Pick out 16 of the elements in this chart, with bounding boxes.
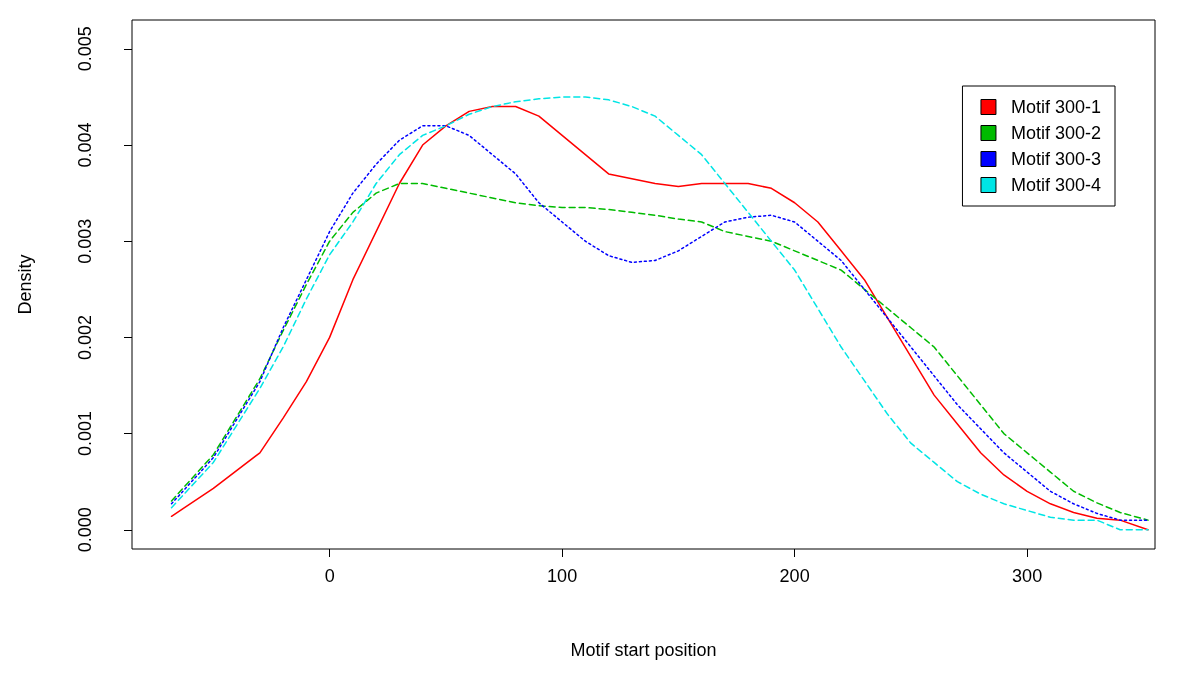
y-tick-label: 0.005 [75, 26, 95, 72]
y-tick-label: 0.004 [75, 122, 95, 168]
x-tick-label: 300 [1012, 566, 1043, 586]
y-tick-label: 0.003 [75, 218, 95, 264]
y-tick-label: 0.000 [75, 507, 95, 553]
legend-label: Motif 300-3 [1010, 149, 1101, 169]
legend-label: Motif 300-4 [1010, 175, 1101, 195]
x-tick-label: 200 [779, 566, 810, 586]
legend-label: Motif 300-2 [1010, 123, 1101, 143]
x-axis-title: Motif start position [570, 640, 717, 660]
y-tick-label: 0.002 [75, 314, 95, 360]
y-axis-title: Density [15, 254, 35, 315]
x-tick-label: 100 [547, 566, 578, 586]
legend-label: Motif 300-1 [1010, 97, 1101, 117]
y-tick-label: 0.001 [75, 411, 95, 457]
x-tick-label: 0 [324, 566, 335, 586]
